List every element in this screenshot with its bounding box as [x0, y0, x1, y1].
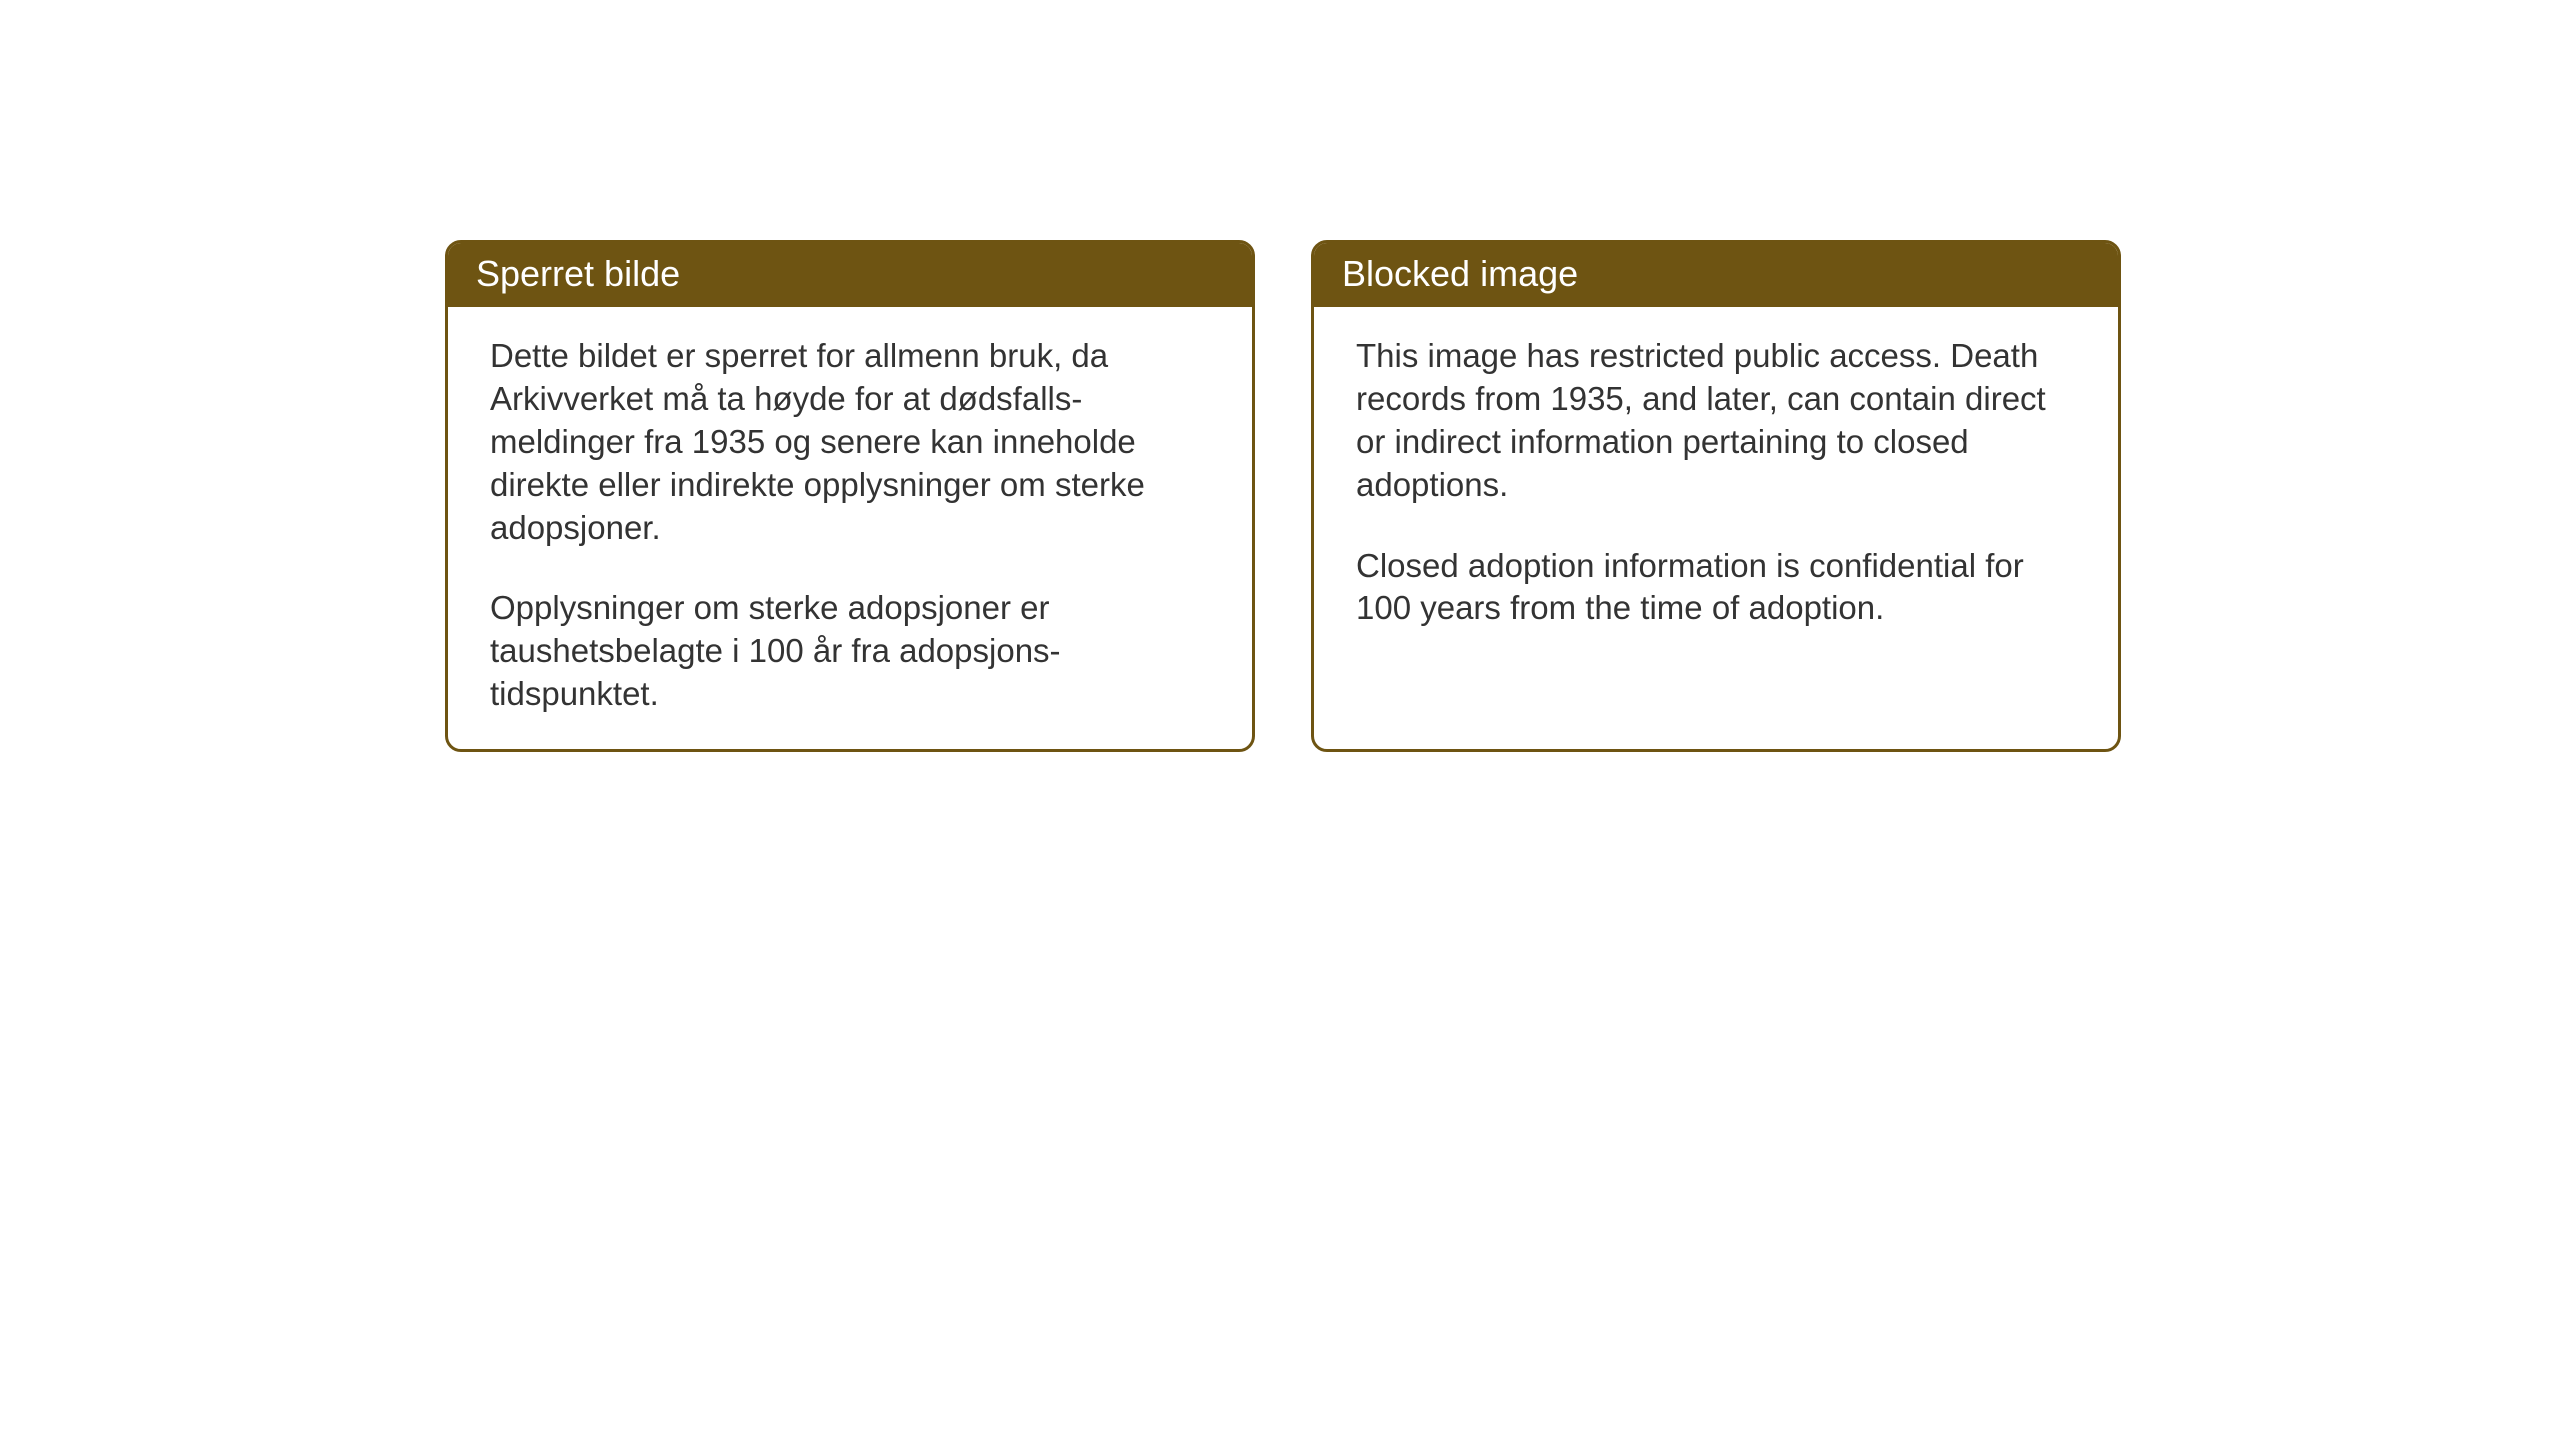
notice-header-english: Blocked image — [1314, 243, 2118, 307]
notice-header-norwegian: Sperret bilde — [448, 243, 1252, 307]
notice-body-norwegian: Dette bildet er sperret for allmenn bruk… — [448, 307, 1252, 744]
notice-paragraph: Opplysninger om sterke adopsjoner er tau… — [490, 587, 1210, 716]
notice-body-english: This image has restricted public access.… — [1314, 307, 2118, 658]
notice-paragraph: Closed adoption information is confident… — [1356, 545, 2076, 631]
notice-paragraph: This image has restricted public access.… — [1356, 335, 2076, 507]
notice-box-norwegian: Sperret bilde Dette bildet er sperret fo… — [445, 240, 1255, 752]
notice-paragraph: Dette bildet er sperret for allmenn bruk… — [490, 335, 1210, 549]
notice-box-english: Blocked image This image has restricted … — [1311, 240, 2121, 752]
notice-container: Sperret bilde Dette bildet er sperret fo… — [445, 240, 2121, 752]
